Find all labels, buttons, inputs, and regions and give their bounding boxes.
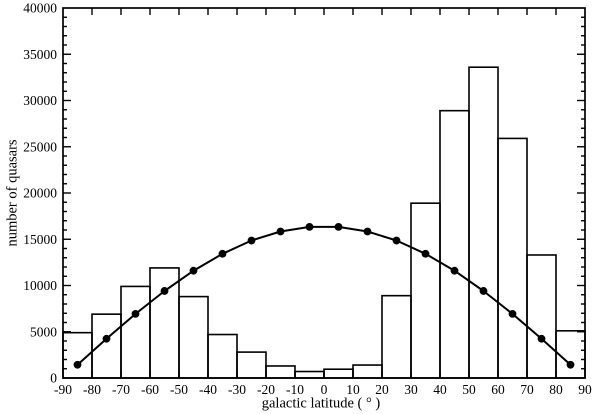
y-tick-label: 0: [50, 371, 57, 386]
curve-point: [566, 360, 575, 369]
y-tick-label: 15000: [23, 232, 57, 247]
x-tick-label: 90: [578, 382, 592, 397]
curve-point: [334, 222, 343, 231]
y-tick-label: 25000: [23, 139, 57, 154]
x-axis-title: galactic latitude ( ° ): [261, 395, 381, 412]
curve-point: [450, 266, 459, 275]
y-tick-label: 20000: [23, 186, 57, 201]
x-tick-label: -60: [141, 382, 159, 397]
x-tick-label: -50: [170, 382, 188, 397]
y-tick-label: 35000: [23, 47, 57, 62]
x-tick-label: 30: [404, 382, 418, 397]
curve-line: [76, 225, 572, 366]
histogram-bar-fill: [469, 67, 498, 378]
curve-point: [392, 236, 401, 245]
histogram-bar-fill: [121, 286, 150, 378]
histogram-bar-fill: [266, 365, 295, 378]
curve-point: [479, 287, 488, 295]
histogram-bar-fill: [324, 369, 353, 378]
x-tick-label: 0: [321, 382, 328, 397]
histogram-bar-fill: [92, 314, 121, 378]
histogram-bar-fill: [556, 330, 585, 378]
histogram-bar-fill: [237, 352, 266, 378]
x-tick-label: -90: [54, 382, 72, 397]
y-tick-label: 5000: [30, 324, 57, 339]
x-tick-label: -30: [228, 382, 246, 397]
x-tick-label: 40: [433, 382, 447, 397]
histogram-bar-fill: [498, 138, 527, 378]
y-tick-label: 30000: [23, 93, 57, 108]
plot-frame: [62, 7, 586, 379]
histogram-bar-fill: [440, 110, 469, 379]
x-tick-label: 10: [346, 382, 360, 397]
curve-point: [102, 334, 111, 343]
histogram-bar-fill: [208, 334, 237, 378]
curve-point: [421, 249, 430, 258]
x-tick-label: 20: [375, 382, 389, 397]
curve-point: [189, 266, 198, 275]
x-tick-label: -20: [257, 382, 275, 397]
curve-point: [73, 360, 82, 369]
y-axis-title: number of quasars: [4, 139, 21, 247]
y-tick-label: 10000: [23, 278, 57, 293]
histogram-bar-fill: [353, 365, 382, 378]
histogram-bar-fill: [382, 295, 411, 378]
curve-point: [247, 236, 256, 245]
curve-point: [160, 287, 169, 295]
curve-point: [131, 309, 140, 318]
curve-point: [218, 249, 227, 258]
curve-point: [305, 222, 314, 231]
x-tick-label: -40: [199, 382, 217, 397]
x-tick-label: 80: [549, 382, 563, 397]
x-tick-label: -80: [83, 382, 101, 397]
histogram-bar-fill: [295, 371, 324, 378]
curve-point: [508, 309, 517, 318]
curve-point: [363, 227, 372, 236]
histogram-bar-fill: [150, 267, 179, 378]
histogram-bar-fill: [179, 296, 208, 378]
curve-point: [276, 227, 285, 236]
x-tick-label: 60: [491, 382, 505, 397]
curve-point: [537, 334, 546, 343]
histogram-bar-fill: [411, 203, 440, 378]
x-tick-label: -10: [286, 382, 304, 397]
y-tick-label: 40000: [23, 1, 57, 16]
x-tick-label: 70: [520, 382, 534, 397]
histogram-bar-fill: [527, 254, 556, 378]
x-tick-label: 50: [462, 382, 476, 397]
x-tick-label: -70: [112, 382, 130, 397]
